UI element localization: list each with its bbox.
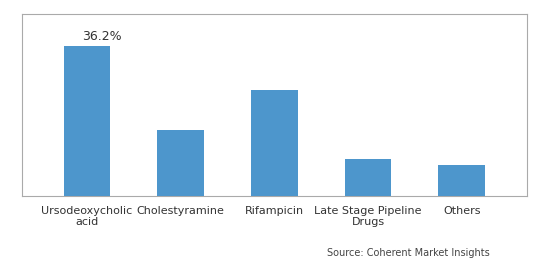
Bar bbox=[157, 129, 204, 196]
Bar bbox=[63, 46, 110, 196]
Text: 36.2%: 36.2% bbox=[82, 30, 122, 44]
Bar bbox=[345, 159, 392, 196]
Bar bbox=[251, 90, 298, 196]
Text: Source: Coherent Market Insights: Source: Coherent Market Insights bbox=[327, 248, 490, 258]
Bar bbox=[438, 165, 485, 196]
